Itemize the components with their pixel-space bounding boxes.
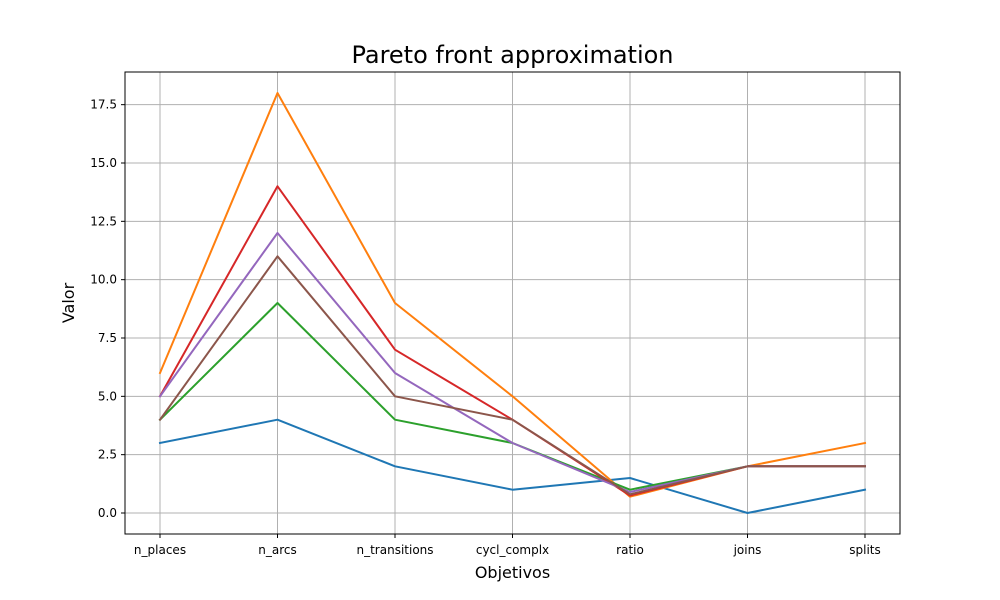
- y-tick-label: 5.0: [98, 389, 117, 403]
- x-tick-label: n_arcs: [258, 543, 296, 557]
- chart-title: Pareto front approximation: [351, 41, 673, 69]
- x-tick-label: splits: [849, 543, 881, 557]
- x-tick-label: joins: [733, 543, 762, 557]
- series-layer: [158, 92, 867, 514]
- y-tick-label: 10.0: [90, 273, 117, 287]
- y-grid: [125, 104, 900, 514]
- y-tick-label: 17.5: [90, 98, 117, 112]
- y-axis-label: Valor: [59, 282, 78, 323]
- series-line-6: [158, 255, 866, 496]
- x-axis-label: Objetivos: [475, 563, 550, 582]
- x-ticks: n_places n_arcs n_transitions cycl_complx ra…: [134, 534, 881, 557]
- y-ticks: 0.0 2.5 5.0 7.5 10.0 12.5 15.0 17.5: [90, 98, 125, 520]
- x-tick-label: n_places: [134, 543, 186, 557]
- series-line-1: [158, 418, 867, 514]
- y-tick-label: 7.5: [98, 331, 117, 345]
- x-tick-label: ratio: [616, 543, 644, 557]
- y-tick-label: 12.5: [90, 214, 117, 228]
- x-tick-label: cycl_complx: [476, 543, 549, 557]
- y-tick-label: 2.5: [98, 448, 117, 462]
- y-tick-label: 0.0: [98, 506, 117, 520]
- x-tick-label: n_transitions: [356, 543, 433, 557]
- y-tick-label: 15.0: [90, 156, 117, 170]
